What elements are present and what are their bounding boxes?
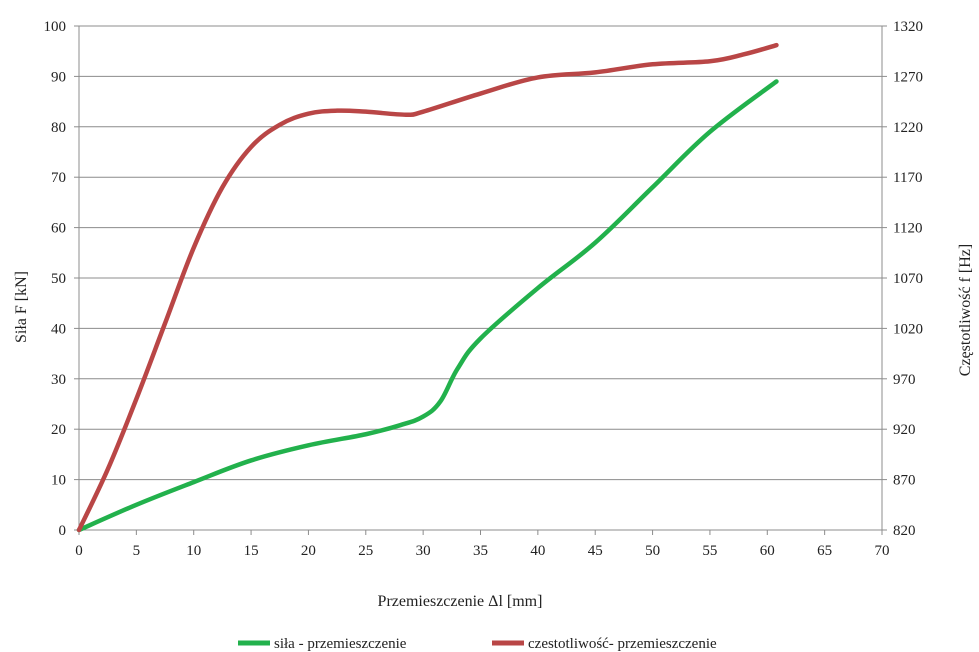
- y2-tick-label-9: 1270: [893, 69, 923, 85]
- x-tick-label-9: 45: [588, 543, 603, 559]
- x-tick-label-0: 0: [75, 543, 83, 559]
- x-tick-label-11: 55: [702, 543, 717, 559]
- x-tick-label-1: 5: [133, 543, 141, 559]
- y-tick-label-9: 90: [51, 69, 66, 85]
- x-tick-label-7: 35: [473, 543, 488, 559]
- x-tick-label-2: 10: [186, 543, 201, 559]
- x-tick-label-8: 40: [530, 543, 545, 559]
- y2-tick-label-8: 1220: [893, 120, 923, 136]
- x-tick-label-10: 50: [645, 543, 660, 559]
- y2-tick-label-3: 970: [893, 372, 916, 388]
- y-tick-label-0: 0: [59, 523, 67, 539]
- x-tick-labels: 0 5 10 15 20 25 30 35 40 45 50 55 60 65 70: [75, 543, 889, 559]
- y-tick-label-2: 20: [51, 422, 66, 438]
- y-tick-labels: 0 10 20 30 40 50 60 70 80 90 100: [44, 19, 67, 539]
- y2-axis-title: Częstotliwość f [Hz]: [957, 244, 974, 376]
- y2-tick-label-5: 1070: [893, 271, 923, 287]
- gridlines: [79, 25, 882, 481]
- series-line-czestotliwosc: [76, 42, 779, 533]
- y2-tick-label-4: 1020: [893, 321, 923, 337]
- series-line-sila: [76, 79, 779, 533]
- axes: [74, 25, 887, 535]
- y2-tick-labels: 820 870 920 970 1020 1070 1120 1170 1220 1270 1320: [893, 19, 923, 539]
- y2-tick-label-2: 920: [893, 422, 916, 438]
- y2-tick-label-1: 870: [893, 473, 916, 489]
- y2-tick-label-7: 1170: [893, 170, 922, 186]
- y-tick-label-5: 50: [51, 271, 66, 287]
- y-tick-label-10: 100: [44, 19, 67, 35]
- y2-tick-label-10: 1320: [893, 19, 923, 35]
- x-tick-label-3: 15: [244, 543, 259, 559]
- legend-label-czestotliwosc: czestotliwość- przemieszczenie: [528, 636, 717, 652]
- x-tick-label-14: 70: [875, 543, 890, 559]
- x-tick-label-4: 20: [301, 543, 316, 559]
- y2-tick-label-0: 820: [893, 523, 916, 539]
- legend: siła - przemieszczenie czestotliwość- pr…: [238, 636, 717, 652]
- series-lines: [76, 42, 779, 533]
- x-tick-label-12: 60: [760, 543, 775, 559]
- y-tick-label-6: 60: [51, 221, 66, 237]
- y-tick-label-7: 70: [51, 170, 66, 186]
- y-tick-label-1: 10: [51, 473, 66, 489]
- legend-label-sila: siła - przemieszczenie: [274, 636, 407, 652]
- x-tick-label-6: 30: [416, 543, 431, 559]
- y2-tick-label-6: 1120: [893, 221, 922, 237]
- x-axis-title: Przemieszczenie Δl [mm]: [378, 593, 543, 610]
- x-tick-label-5: 25: [358, 543, 373, 559]
- y-tick-label-3: 30: [51, 372, 66, 388]
- y-tick-label-8: 80: [51, 120, 66, 136]
- x-tick-label-13: 65: [817, 543, 832, 559]
- y-tick-label-4: 40: [51, 321, 66, 337]
- y-axis-title: Siła F [kN]: [13, 271, 30, 343]
